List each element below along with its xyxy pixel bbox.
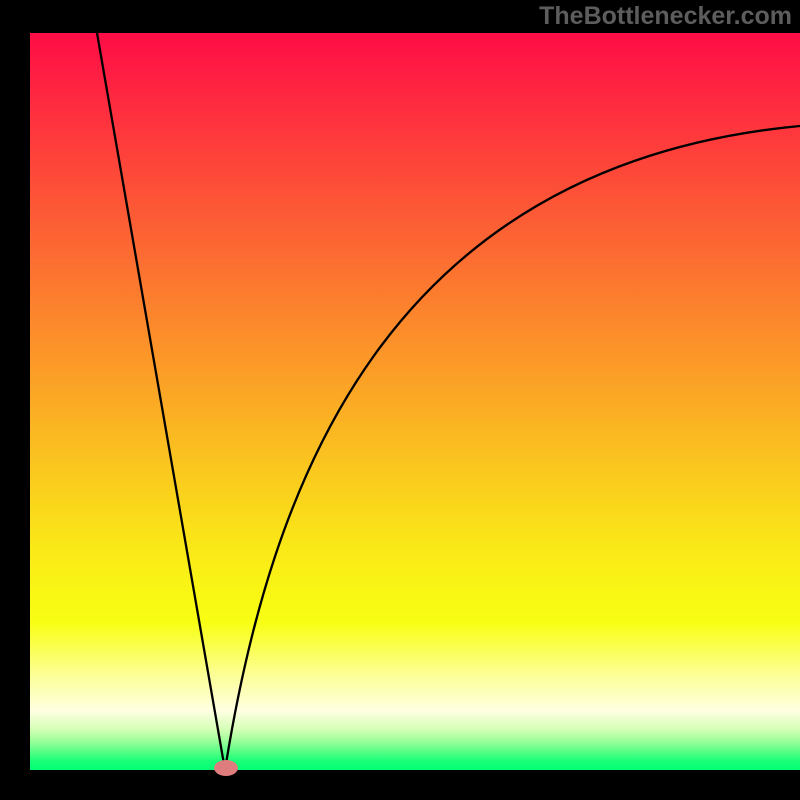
minimum-marker (214, 760, 238, 776)
curve-layer (30, 33, 800, 770)
plot-area (30, 33, 800, 770)
chart-container: TheBottlenecker.com (0, 0, 800, 800)
v-curve-line (97, 33, 800, 770)
watermark-text: TheBottlenecker.com (539, 2, 792, 31)
